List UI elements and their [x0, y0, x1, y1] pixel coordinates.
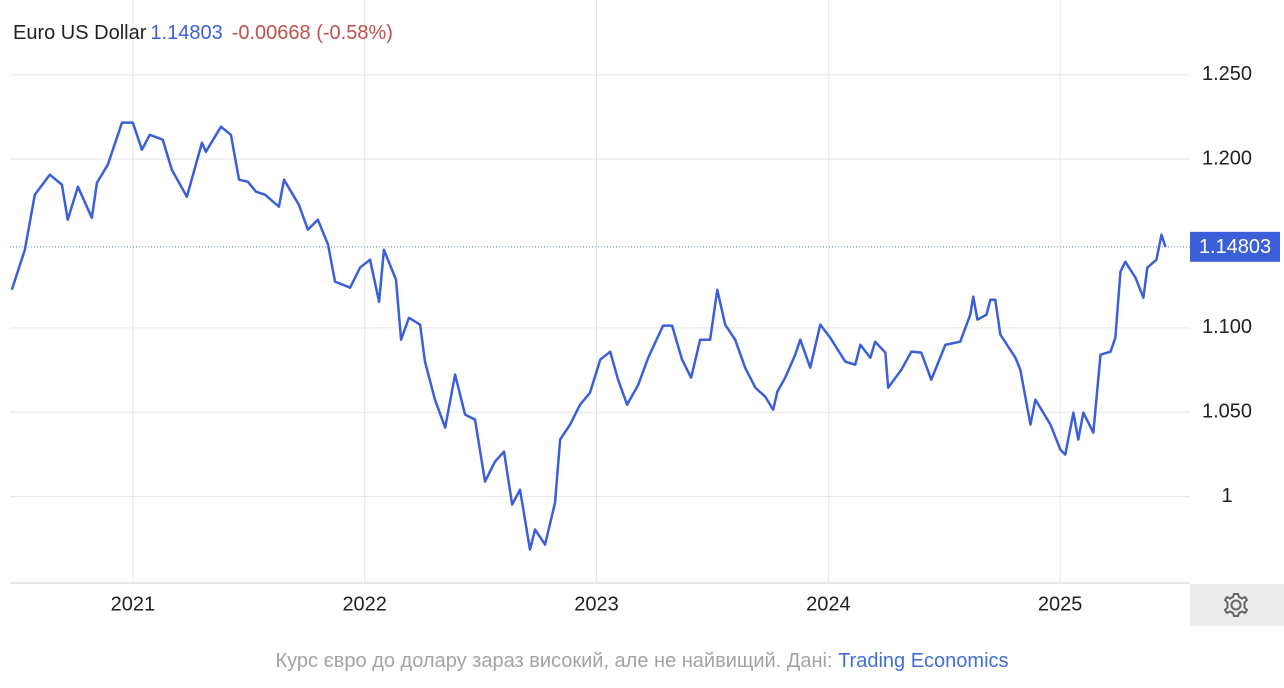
last-value-label: 1.14803 [1199, 236, 1271, 258]
x-tick-label: 2024 [806, 593, 851, 615]
last-value-tag [1190, 231, 1280, 262]
x-tick-label: 2025 [1038, 593, 1083, 615]
chart-header: Euro US Dollar 1.14803 -0.00668 (-0.58%) [13, 22, 393, 45]
change: -0.00668 (-0.58%) [231, 22, 393, 44]
y-tick-label: 1.050 [1202, 401, 1252, 423]
caption-text: Курс євро до долару зараз високий, але н… [275, 650, 839, 672]
x-tick-label: 2023 [574, 593, 619, 615]
settings-panel [1190, 584, 1284, 626]
chart-title: Euro US Dollar [13, 22, 147, 44]
chart: 2021 2022 2023 2024 2025 1.250 1.200 1.100 1.050… [10, 0, 1284, 626]
x-tick-label: 2021 [111, 593, 156, 615]
last-value: 1.14803 [150, 22, 223, 44]
settings-icon[interactable] [1223, 593, 1249, 617]
y-tick-label: 1.100 [1202, 316, 1252, 338]
source-link[interactable]: Trading Economics [838, 650, 1009, 672]
y-tick-label: 1.250 [1202, 63, 1252, 85]
y-tick-label: 1.200 [1202, 147, 1252, 169]
caption: Курс євро до долару зараз високий, але н… [0, 650, 1284, 673]
x-tick-label: 2022 [342, 593, 387, 615]
y-tick-label: 1 [1221, 485, 1232, 507]
data-line [10, 121, 1167, 551]
